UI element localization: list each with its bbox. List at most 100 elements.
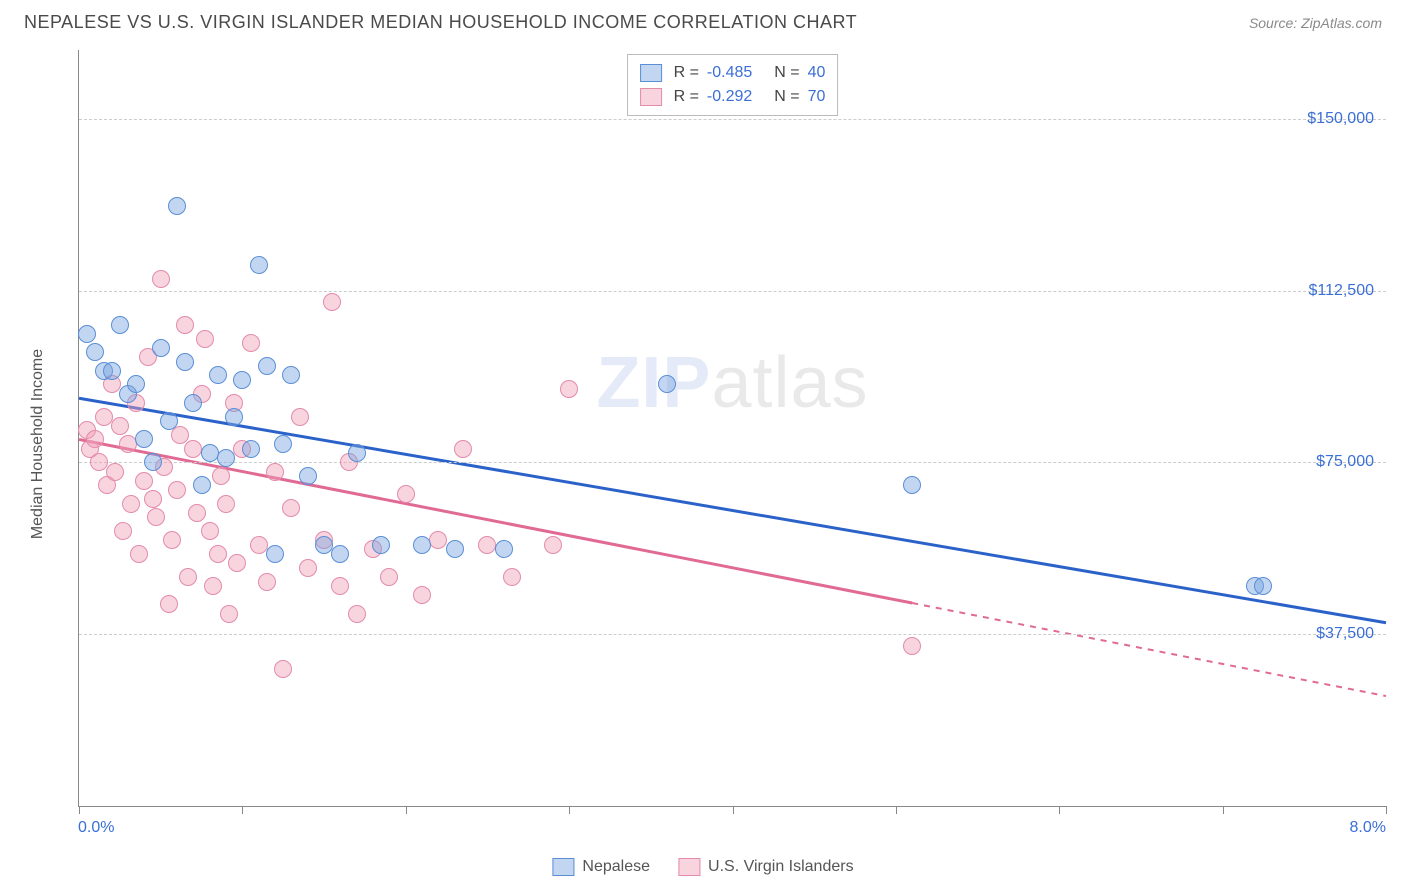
scatter-point bbox=[184, 394, 202, 412]
scatter-point bbox=[201, 444, 219, 462]
scatter-point bbox=[446, 540, 464, 558]
scatter-point bbox=[144, 453, 162, 471]
x-tick bbox=[1059, 806, 1060, 814]
scatter-point bbox=[217, 449, 235, 467]
chart-title: NEPALESE VS U.S. VIRGIN ISLANDER MEDIAN … bbox=[24, 12, 857, 33]
scatter-point bbox=[242, 440, 260, 458]
scatter-point bbox=[331, 545, 349, 563]
scatter-point bbox=[1254, 577, 1272, 595]
scatter-point bbox=[193, 476, 211, 494]
scatter-point bbox=[315, 536, 333, 554]
scatter-point bbox=[152, 270, 170, 288]
scatter-point bbox=[111, 417, 129, 435]
x-tick bbox=[569, 806, 570, 814]
scatter-point bbox=[201, 522, 219, 540]
scatter-point bbox=[152, 339, 170, 357]
scatter-point bbox=[179, 568, 197, 586]
scatter-point bbox=[658, 375, 676, 393]
scatter-point bbox=[212, 467, 230, 485]
n-value: 70 bbox=[808, 85, 826, 109]
trend-lines-layer bbox=[79, 50, 1386, 806]
scatter-point bbox=[176, 353, 194, 371]
stats-row: R = -0.292 N = 70 bbox=[640, 85, 826, 109]
correlation-stats-box: R = -0.485 N = 40 R = -0.292 N = 70 bbox=[627, 54, 839, 116]
scatter-point bbox=[478, 536, 496, 554]
scatter-point bbox=[127, 375, 145, 393]
scatter-point bbox=[331, 577, 349, 595]
scatter-point bbox=[503, 568, 521, 586]
scatter-point bbox=[560, 380, 578, 398]
scatter-point bbox=[282, 499, 300, 517]
legend-item: U.S. Virgin Islanders bbox=[678, 858, 854, 876]
scatter-point bbox=[196, 330, 214, 348]
scatter-point bbox=[397, 485, 415, 503]
scatter-point bbox=[258, 573, 276, 591]
scatter-point bbox=[413, 586, 431, 604]
scatter-point bbox=[160, 412, 178, 430]
scatter-point bbox=[119, 435, 137, 453]
y-tick-label: $37,500 bbox=[1316, 625, 1374, 643]
r-label: R = bbox=[674, 85, 699, 109]
scatter-point bbox=[299, 467, 317, 485]
y-tick-label: $112,500 bbox=[1308, 282, 1374, 300]
r-value: -0.292 bbox=[707, 85, 752, 109]
scatter-point bbox=[135, 430, 153, 448]
scatter-point bbox=[903, 476, 921, 494]
x-tick bbox=[1386, 806, 1387, 814]
gridline bbox=[79, 119, 1386, 120]
scatter-point bbox=[250, 536, 268, 554]
scatter-point bbox=[274, 435, 292, 453]
r-label: R = bbox=[674, 61, 699, 85]
scatter-point bbox=[90, 453, 108, 471]
x-tick bbox=[733, 806, 734, 814]
n-label: N = bbox=[774, 61, 799, 85]
n-value: 40 bbox=[808, 61, 826, 85]
x-tick bbox=[1223, 806, 1224, 814]
trend-line bbox=[79, 398, 1386, 623]
scatter-point bbox=[188, 504, 206, 522]
scatter-point bbox=[348, 605, 366, 623]
scatter-point bbox=[258, 357, 276, 375]
scatter-point bbox=[114, 522, 132, 540]
scatter-point bbox=[544, 536, 562, 554]
x-axis-min-label: 0.0% bbox=[78, 819, 114, 837]
trend-line-extrapolated bbox=[912, 603, 1386, 696]
scatter-point bbox=[95, 408, 113, 426]
legend-item: Nepalese bbox=[552, 858, 650, 876]
x-tick bbox=[406, 806, 407, 814]
trend-line bbox=[79, 439, 912, 603]
y-axis-label: Median Household Income bbox=[29, 348, 47, 538]
scatter-point bbox=[144, 490, 162, 508]
scatter-point bbox=[135, 472, 153, 490]
scatter-point bbox=[266, 545, 284, 563]
scatter-point bbox=[220, 605, 238, 623]
gridline bbox=[79, 634, 1386, 635]
scatter-point bbox=[228, 554, 246, 572]
y-tick-label: $150,000 bbox=[1307, 110, 1374, 128]
scatter-point bbox=[348, 444, 366, 462]
r-value: -0.485 bbox=[707, 61, 752, 85]
scatter-point bbox=[291, 408, 309, 426]
scatter-point bbox=[225, 408, 243, 426]
scatter-point bbox=[242, 334, 260, 352]
plot-region: ZIPatlas R = -0.485 N = 40 R = -0.292 N = 70 $3… bbox=[78, 50, 1386, 807]
legend-label: Nepalese bbox=[582, 858, 650, 876]
scatter-point bbox=[429, 531, 447, 549]
scatter-point bbox=[168, 481, 186, 499]
watermark: ZIPatlas bbox=[596, 342, 868, 424]
scatter-point bbox=[147, 508, 165, 526]
scatter-point bbox=[209, 366, 227, 384]
scatter-point bbox=[86, 430, 104, 448]
scatter-point bbox=[78, 325, 96, 343]
scatter-point bbox=[184, 440, 202, 458]
scatter-point bbox=[274, 660, 292, 678]
scatter-point bbox=[160, 595, 178, 613]
stats-row: R = -0.485 N = 40 bbox=[640, 61, 826, 85]
n-label: N = bbox=[774, 85, 799, 109]
scatter-point bbox=[250, 256, 268, 274]
scatter-point bbox=[380, 568, 398, 586]
scatter-point bbox=[233, 371, 251, 389]
source-attribution: Source: ZipAtlas.com bbox=[1249, 15, 1382, 31]
scatter-point bbox=[266, 463, 284, 481]
scatter-point bbox=[454, 440, 472, 458]
